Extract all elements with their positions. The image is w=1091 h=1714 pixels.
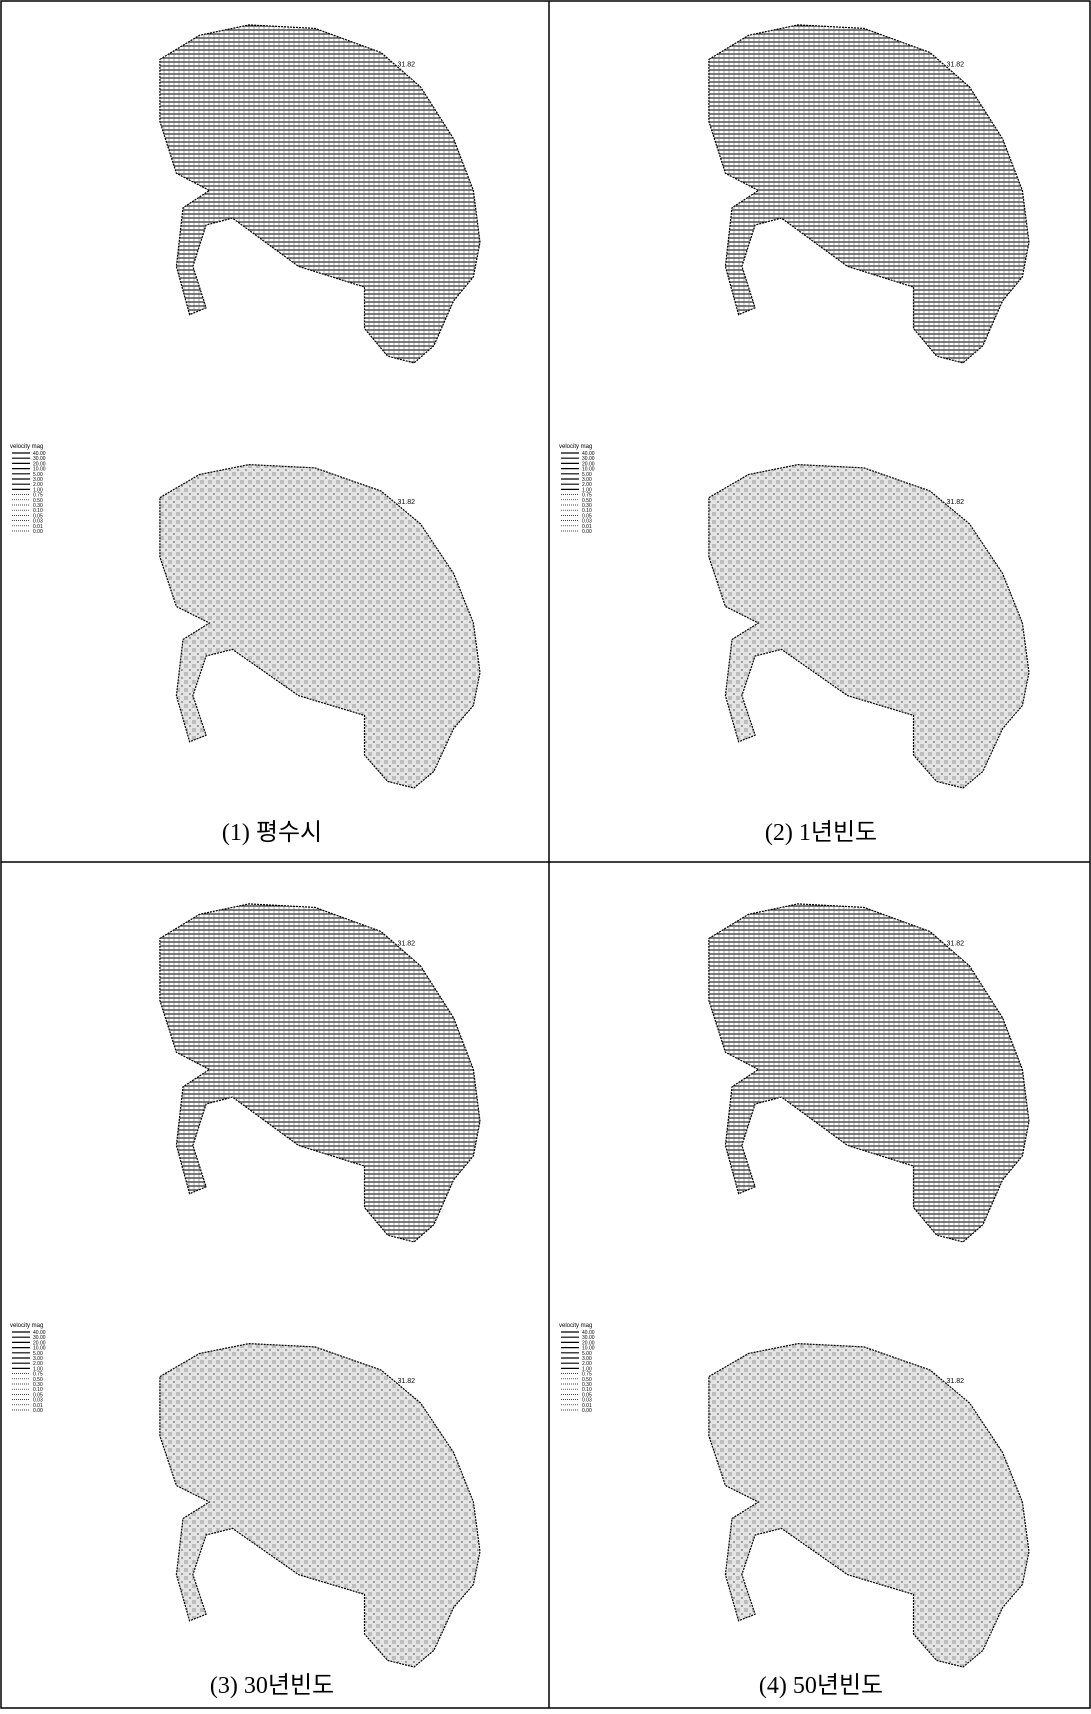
contour-map [709,1344,1029,1667]
vector-map [709,904,1029,1242]
caption: (4) 50년빈도 [759,1672,883,1699]
figure: 31.8231.82velocity mag40.0030.0020.0010.… [0,0,1091,1709]
point-label: 31.82 [398,61,416,68]
legend-entry: 0.00 [582,1408,592,1414]
point-label: 31.82 [398,940,416,947]
legend-title: velocity mag [10,1323,43,1329]
point-label: 31.82 [947,499,965,506]
contour-map [709,465,1029,788]
legend-entry: 0.00 [33,529,43,535]
point-label: 31.82 [398,499,416,506]
caption: (1) 평수시 [222,819,322,846]
legend-entry: 0.00 [33,1408,43,1414]
vector-map [160,25,480,363]
contour-map [160,1344,480,1667]
legend-entry: 0.00 [582,529,592,535]
point-label: 31.82 [947,1378,965,1385]
caption: (2) 1년빈도 [765,819,877,846]
legend-title: velocity mag [10,444,43,450]
legend-title: velocity mag [559,1323,592,1329]
point-label: 31.82 [947,61,965,68]
point-label: 31.82 [947,940,965,947]
contour-map [160,465,480,788]
point-label: 31.82 [398,1378,416,1385]
legend-title: velocity mag [559,444,592,450]
caption: (3) 30년빈도 [210,1672,334,1699]
vector-map [709,25,1029,363]
vector-map [160,904,480,1242]
